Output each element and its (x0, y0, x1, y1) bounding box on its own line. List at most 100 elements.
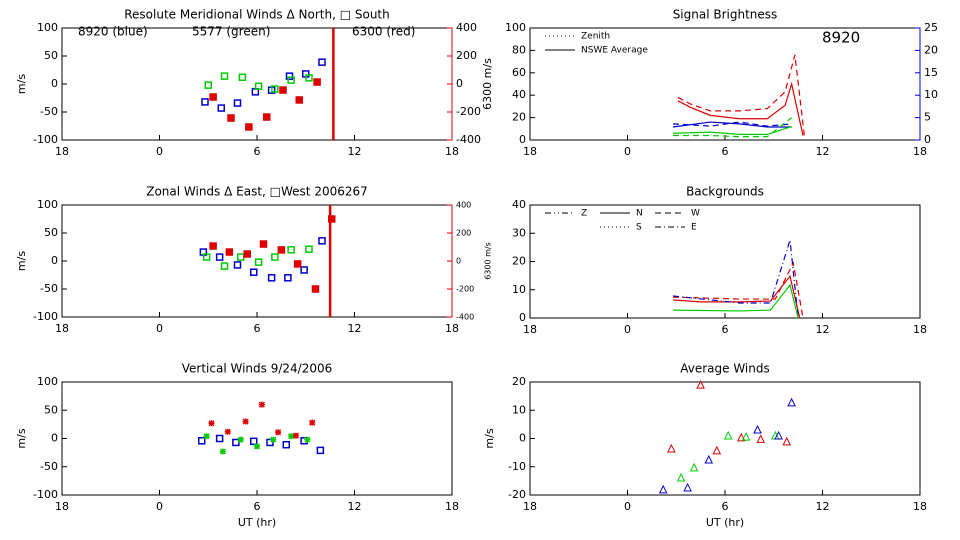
x-tick-label: 0 (624, 323, 631, 336)
marker (313, 78, 321, 86)
y-tick-label: 0 (519, 133, 526, 146)
y-tick-label: -50 (40, 460, 58, 473)
marker (696, 379, 705, 389)
marker (204, 81, 212, 89)
marker (220, 72, 229, 80)
plot-frame (61, 27, 453, 141)
x-tick-label: 12 (816, 145, 830, 158)
x-tick-label: 18 (913, 323, 927, 336)
y2-tick-label: 400 (456, 201, 471, 210)
marker (208, 420, 215, 427)
marker (254, 258, 263, 266)
marker (245, 123, 253, 131)
y2-tick-label: -200 (456, 285, 474, 294)
marker (284, 274, 292, 282)
series-line (672, 125, 792, 135)
marker (295, 96, 303, 104)
y-tick-label: 40 (512, 198, 526, 211)
annotation: 6300 (red) (352, 25, 415, 39)
y-tick-label: 30 (512, 226, 526, 239)
y-tick-label: 100 (37, 375, 58, 388)
y-axis-label: m/s (15, 251, 28, 271)
x-tick-label: 12 (348, 500, 362, 513)
series-line (672, 239, 799, 319)
panel-title: Signal Brightness (673, 8, 778, 22)
marker (215, 253, 224, 261)
legend-label: Zenith (581, 32, 610, 42)
marker (288, 433, 295, 440)
marker (689, 462, 699, 472)
x-tick-label: 0 (156, 500, 163, 513)
marker (723, 430, 733, 440)
marker (263, 113, 271, 121)
legend-label: W (691, 209, 700, 219)
y-tick-label: -50 (40, 105, 58, 118)
marker (704, 454, 714, 464)
marker (271, 85, 279, 93)
marker (736, 432, 746, 442)
y-tick-label: -100 (33, 133, 58, 146)
y-tick-label: 20 (512, 255, 526, 268)
legend-label: E (691, 223, 697, 233)
x-tick-label: 18 (445, 500, 459, 513)
y2-tick-label: 25 (924, 21, 938, 34)
x-tick-label: 6 (722, 323, 729, 336)
marker (242, 418, 249, 425)
legend-label: NSWE Average (581, 46, 648, 56)
x-tick-label: 6 (254, 145, 261, 158)
x-tick-label: 12 (348, 145, 362, 158)
marker (753, 424, 762, 434)
panel-title: Backgrounds (686, 185, 764, 199)
marker (741, 431, 751, 441)
annotation: 5577 (green) (192, 25, 270, 39)
y-tick-label: 20 (512, 375, 526, 388)
y2-tick-label: 15 (924, 66, 938, 79)
y-tick-label: 100 (37, 21, 58, 34)
marker (237, 436, 244, 443)
y2-tick-label: -200 (456, 105, 481, 118)
x-tick-label: 18 (523, 145, 537, 158)
marker (282, 440, 290, 449)
y-axis-label: m/s (15, 74, 28, 94)
marker (292, 432, 300, 439)
marker (287, 246, 295, 254)
marker (676, 472, 686, 482)
marker (209, 242, 217, 250)
y-tick-label: 50 (44, 226, 58, 239)
panel-title: Zonal Winds Δ East, □West 2006267 (146, 185, 368, 199)
marker (787, 397, 796, 407)
marker (304, 436, 311, 443)
y2-tick-label: -400 (456, 313, 474, 322)
legend-label: N (636, 209, 643, 219)
marker (259, 240, 268, 248)
y-tick-label: 10 (512, 403, 526, 416)
annotation: 8920 (blue) (78, 25, 148, 39)
series-line (672, 121, 792, 127)
marker (277, 246, 286, 254)
marker (198, 437, 206, 445)
x-tick-label: 18 (523, 323, 537, 336)
legend-label: Z (581, 209, 587, 219)
x-tick-label: 18 (913, 500, 927, 513)
x-tick-label: 6 (254, 322, 261, 335)
x-tick-label: 18 (445, 322, 459, 335)
marker (209, 93, 217, 101)
x-tick-label: 0 (624, 145, 631, 158)
x-tick-label: 12 (816, 500, 830, 513)
marker (287, 76, 295, 84)
marker (712, 445, 722, 455)
y-tick-label: 50 (44, 49, 58, 62)
marker (243, 250, 251, 258)
marker (305, 245, 313, 253)
plot-frame (61, 204, 453, 318)
x-tick-label: 18 (523, 500, 537, 513)
y2-tick-label: -400 (456, 133, 481, 146)
x-tick-label: 18 (55, 322, 69, 335)
marker (318, 58, 326, 66)
marker (219, 448, 226, 455)
y-tick-label: 0 (519, 311, 526, 324)
y-tick-label: 40 (512, 88, 526, 101)
y-tick-label: 20 (512, 111, 526, 124)
x-tick-label: 6 (722, 145, 729, 158)
marker (233, 99, 242, 107)
